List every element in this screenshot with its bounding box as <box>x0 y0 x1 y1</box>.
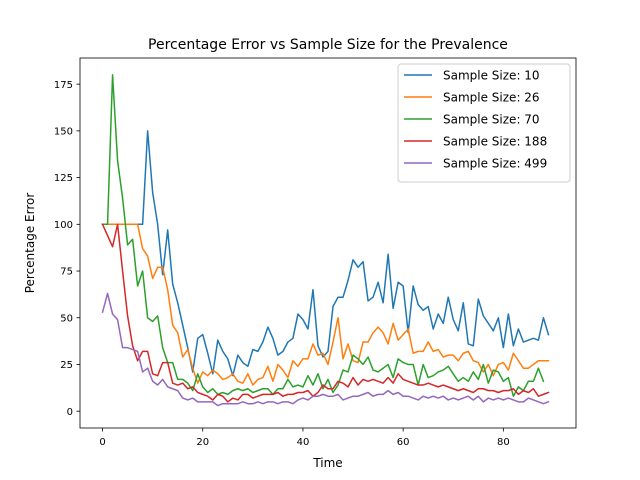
series-group <box>101 74 550 407</box>
y-tick-label-1: 25 <box>60 360 73 371</box>
y-tick-label-6: 150 <box>54 126 73 137</box>
series-line-1 <box>101 130 550 377</box>
x-tick-label-0: 0 <box>99 437 105 448</box>
series-line-2 <box>101 223 550 386</box>
y-tick-label-2: 50 <box>60 313 73 324</box>
y-axis: 0 25 50 75 100 125 150 175 <box>54 80 80 418</box>
x-axis-label: Time <box>312 456 342 470</box>
y-axis-label: Percentage Error <box>23 193 37 294</box>
x-tick-label-3: 60 <box>397 437 410 448</box>
x-tick-label-2: 40 <box>297 437 310 448</box>
legend-label-5: Sample Size: 499 <box>443 157 547 171</box>
x-axis: 0 20 40 60 80 <box>99 428 510 448</box>
legend-box <box>397 63 571 183</box>
legend-label-3: Sample Size: 70 <box>443 113 540 127</box>
y-tick-label-7: 175 <box>54 80 73 91</box>
legend: Sample Size: 10 Sample Size: 26 Sample Siz… <box>397 63 571 183</box>
series-line-5 <box>101 292 550 407</box>
y-tick-label-0: 0 <box>67 407 73 418</box>
y-tick-label-4: 100 <box>54 220 73 231</box>
x-tick-label-4: 80 <box>497 437 510 448</box>
legend-label-2: Sample Size: 26 <box>443 91 540 105</box>
y-tick-label-3: 75 <box>60 267 73 278</box>
legend-label-1: Sample Size: 10 <box>443 69 540 83</box>
y-tick-label-5: 125 <box>54 173 73 184</box>
plot-frame <box>79 57 577 429</box>
chart-title: Percentage Error vs Sample Size for the … <box>148 37 508 53</box>
series-line-3 <box>101 74 545 397</box>
legend-label-4: Sample Size: 188 <box>443 135 547 149</box>
series-line-4 <box>101 223 550 403</box>
x-tick-label-1: 20 <box>196 437 209 448</box>
